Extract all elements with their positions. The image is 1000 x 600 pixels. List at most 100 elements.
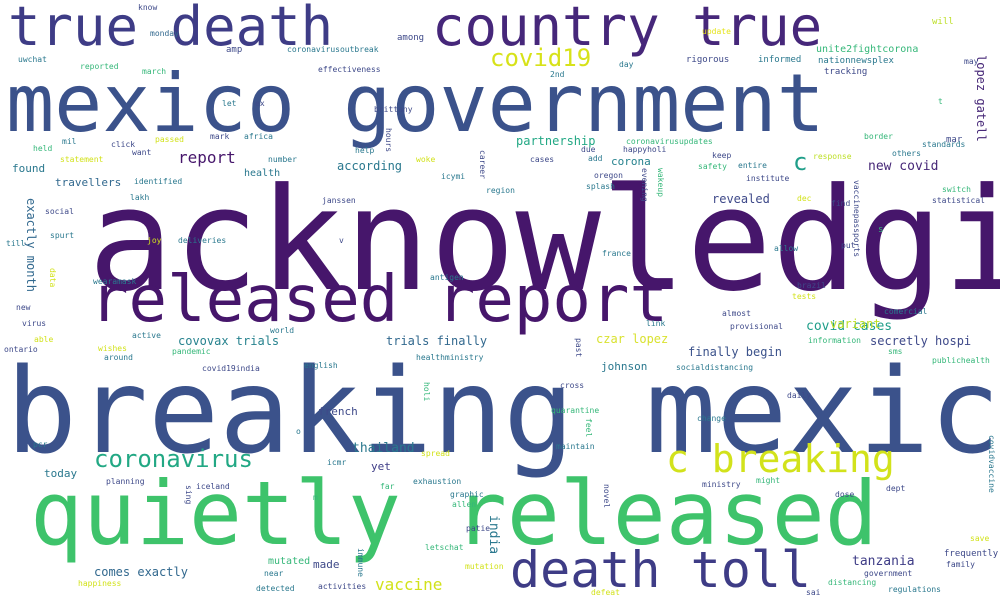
word: past bbox=[574, 338, 583, 358]
word: mutation bbox=[465, 562, 504, 571]
word: coronavirus bbox=[94, 445, 253, 473]
word: till bbox=[6, 239, 26, 248]
word: s bbox=[878, 225, 884, 235]
word: world bbox=[270, 326, 295, 335]
word: health bbox=[244, 168, 281, 179]
word: holi bbox=[422, 382, 431, 402]
word: mil bbox=[62, 137, 77, 146]
word: change bbox=[697, 414, 726, 423]
word: entire bbox=[738, 161, 767, 170]
word: ontario bbox=[4, 345, 38, 354]
word: sing bbox=[184, 485, 193, 505]
word: able bbox=[34, 335, 54, 344]
word: tracking bbox=[824, 67, 868, 77]
word: government bbox=[864, 569, 913, 578]
word: cases bbox=[530, 155, 555, 164]
word: exactly month bbox=[24, 198, 38, 292]
word: near bbox=[264, 569, 284, 578]
word: english bbox=[304, 361, 338, 370]
word: switch bbox=[942, 185, 971, 194]
word: data bbox=[48, 268, 57, 288]
word: help bbox=[355, 146, 375, 155]
word: mar bbox=[946, 135, 963, 145]
word: social bbox=[45, 207, 74, 216]
word: publichealth bbox=[932, 356, 990, 365]
word: m bbox=[313, 493, 318, 502]
word: tanzania bbox=[852, 554, 915, 569]
word: johnson bbox=[601, 360, 648, 373]
word: around bbox=[104, 353, 133, 362]
word: joy bbox=[147, 236, 162, 245]
word: mark bbox=[210, 132, 230, 141]
word: africa bbox=[244, 132, 273, 141]
word: nationnewsplex bbox=[818, 56, 894, 66]
word: informed bbox=[758, 55, 802, 65]
word: keep bbox=[712, 151, 732, 160]
word: quarantine bbox=[551, 406, 600, 415]
word: finally begin bbox=[688, 345, 782, 359]
word: released report bbox=[90, 263, 668, 337]
word: report bbox=[178, 148, 236, 167]
word: oregon bbox=[594, 171, 623, 180]
word: patie bbox=[466, 524, 491, 533]
word: new covid bbox=[868, 159, 939, 174]
word: day bbox=[619, 60, 634, 69]
word: hours bbox=[384, 128, 393, 153]
word: revealed bbox=[712, 192, 770, 206]
word: cross bbox=[560, 381, 585, 390]
word: mexico government bbox=[6, 57, 825, 150]
word: uwchat bbox=[18, 55, 47, 64]
word: let bbox=[222, 99, 237, 108]
word: ministry bbox=[702, 480, 741, 489]
word: woke bbox=[416, 155, 436, 164]
word: brittany bbox=[374, 105, 413, 114]
word: update bbox=[702, 27, 731, 36]
word: distancing bbox=[828, 578, 877, 587]
word: far bbox=[380, 482, 395, 491]
word: yet bbox=[371, 460, 391, 473]
word: covid19 bbox=[490, 44, 592, 72]
word: covid19india bbox=[202, 364, 260, 373]
word: lopez gatell bbox=[974, 55, 988, 142]
word: provisional bbox=[730, 322, 783, 331]
word: antigen bbox=[430, 273, 464, 282]
word: will bbox=[932, 17, 954, 27]
word: letschat bbox=[425, 543, 464, 552]
word: happyholi bbox=[623, 145, 667, 154]
word: covovax trials bbox=[178, 334, 280, 348]
word: feel bbox=[584, 418, 593, 438]
word: t bbox=[938, 97, 943, 106]
word: novel bbox=[602, 484, 611, 509]
word: save bbox=[970, 534, 990, 543]
word: information bbox=[808, 336, 861, 345]
word: france bbox=[602, 249, 631, 258]
word: wearamask bbox=[93, 277, 137, 286]
word: coronavirusupdates bbox=[626, 137, 713, 146]
word: amp bbox=[226, 45, 243, 55]
word: career bbox=[478, 150, 487, 179]
word: border bbox=[864, 132, 893, 141]
word: allen bbox=[452, 500, 477, 509]
word: dept bbox=[886, 484, 906, 493]
word: almost bbox=[722, 309, 751, 318]
word: new bbox=[16, 303, 31, 312]
word: active bbox=[132, 331, 161, 340]
word: mutated bbox=[268, 556, 311, 567]
word: sai bbox=[806, 588, 821, 597]
word: healthministry bbox=[416, 353, 484, 362]
word: statement bbox=[60, 155, 104, 164]
word: true death bbox=[8, 0, 334, 58]
word: o bbox=[296, 427, 301, 436]
word: made bbox=[313, 558, 340, 571]
word: due bbox=[581, 145, 596, 154]
word: according bbox=[337, 159, 403, 173]
word: socialdistancing bbox=[676, 363, 754, 372]
word: trials finally bbox=[386, 334, 488, 348]
word: french bbox=[318, 405, 358, 418]
word: institute bbox=[746, 174, 790, 183]
word: vaccine bbox=[375, 575, 443, 594]
word: immune bbox=[356, 548, 365, 577]
word: link bbox=[646, 319, 666, 328]
word: corona bbox=[611, 155, 651, 168]
